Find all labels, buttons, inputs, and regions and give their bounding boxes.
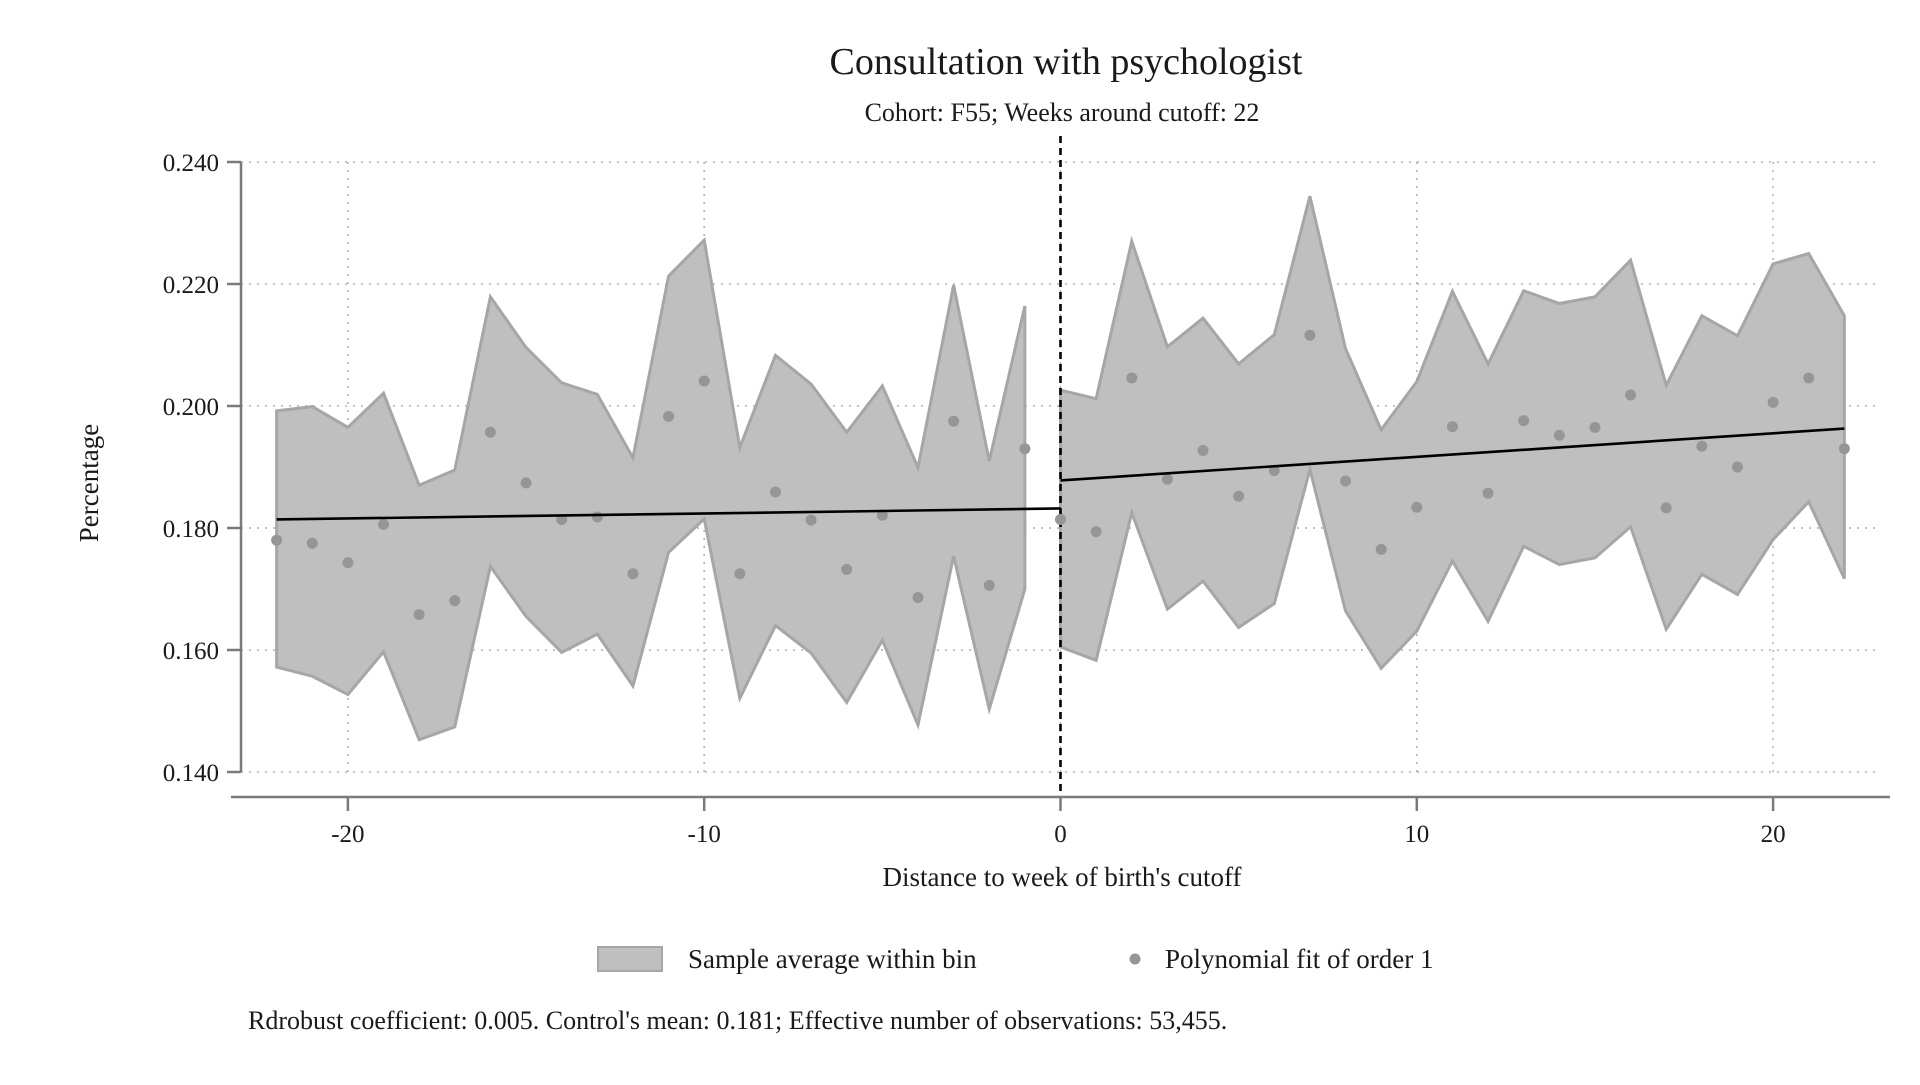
left-confidence-band [275,236,1027,742]
data-point [769,486,781,498]
y-tick-label: 0.240 [163,150,219,177]
data-point [912,592,924,604]
footnote: Rdrobust coefficient: 0.005. Control's m… [248,1006,1227,1035]
data-point [378,518,390,530]
data-point [1268,465,1280,477]
data-point [627,568,639,580]
data-point [1233,490,1245,502]
data-point [1446,421,1458,433]
data-point [1482,487,1494,499]
data-point [805,514,817,526]
data-point [342,557,354,569]
data-point [1660,502,1672,514]
y-tick-label: 0.140 [163,760,219,787]
data-point [1589,421,1601,433]
x-tick-label: 10 [1404,821,1429,848]
data-point [1126,372,1138,384]
data-point [1838,443,1850,455]
data-point [1161,473,1173,485]
data-point [1411,501,1423,513]
confidence-bands [275,136,1846,792]
right-fit-line [1060,427,1845,482]
y-tick-label: 0.180 [163,516,219,543]
x-tick-label: 0 [1054,821,1067,848]
legend-band-swatch [597,946,663,972]
data-point [306,537,318,549]
chart-title: Consultation with psychologist [830,41,1303,83]
data-point [1375,543,1387,555]
data-point [591,511,603,523]
legend-band-label: Sample average within bin [688,944,977,974]
data-point [484,426,496,438]
data-point [271,534,283,546]
data-point [1731,461,1743,473]
data-point [1055,513,1066,525]
data-point [1197,445,1209,457]
data-point [1090,526,1102,538]
y-axis-label: Percentage [74,424,104,542]
data-point [663,410,675,422]
data-point [1340,475,1352,487]
data-point [983,579,995,591]
data-points [271,329,1850,621]
data-point [1304,329,1316,341]
data-point [1019,443,1031,455]
data-point [449,595,461,607]
data-point [1553,429,1565,441]
y-tick-label: 0.200 [163,394,219,421]
data-point [1767,396,1779,408]
data-point [1518,415,1530,427]
data-point [1625,389,1637,401]
data-point [698,375,710,387]
x-tick-label: 20 [1761,821,1786,848]
y-tick-label: 0.160 [163,638,219,665]
legend: Sample average within bin Polynomial fit… [597,944,1433,974]
axes: 0.140 0.160 0.180 0.200 0.220 0.240 -20 -10 0 10 2… [163,150,1890,848]
legend-point-swatch [1129,953,1141,965]
fit-lines [276,427,1845,521]
data-point [734,568,746,580]
data-point [1803,372,1815,384]
data-point [1696,440,1708,452]
chart-subtitle: Cohort: F55; Weeks around cutoff: 22 [865,98,1260,127]
x-tick-label: -20 [331,821,364,848]
data-point [413,609,425,621]
left-fit-line [276,507,1061,521]
data-point [520,477,532,489]
y-tick-label: 0.220 [163,272,219,299]
data-point [876,509,888,521]
data-point [841,563,853,575]
x-tick-label: -10 [688,821,721,848]
data-point [948,415,960,427]
legend-points-label: Polynomial fit of order 1 [1165,944,1433,974]
x-axis-label: Distance to week of birth's cutoff [882,862,1241,892]
